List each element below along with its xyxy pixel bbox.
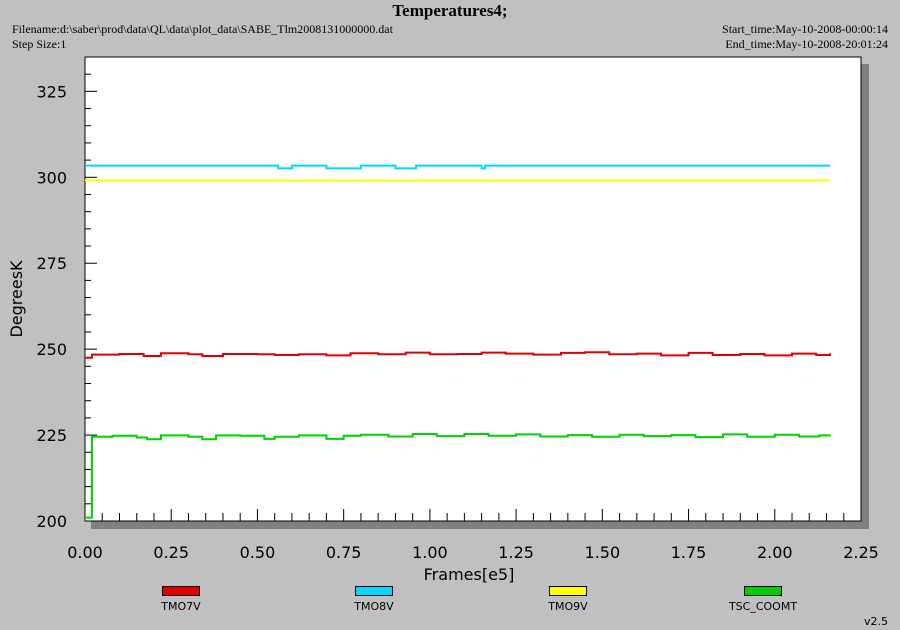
y-axis-label: DegreesK (7, 260, 26, 338)
legend-label: TMO8V (354, 600, 394, 613)
x-tick-label: 1.75 (671, 543, 707, 562)
x-tick-label: 1.50 (585, 543, 621, 562)
series-line-tsc-coomt (85, 433, 831, 519)
chart-title: Temperatures4; (392, 1, 508, 20)
y-tick-label: 250 (36, 340, 67, 359)
legend-swatch (162, 586, 200, 596)
x-tick-label: 0.25 (153, 543, 189, 562)
legend-swatch (549, 586, 587, 596)
end-time-text: End_time:May-10-2008-20:01:24 (725, 37, 888, 51)
legend-item: TMO8V (299, 586, 449, 613)
y-tick-label: 325 (36, 82, 67, 101)
legend-item: TMO7V (106, 586, 256, 613)
legend-swatch (744, 586, 782, 596)
x-tick-label: 2.00 (757, 543, 793, 562)
filename-text: Filename:d:\saber\prod\data\QL\data\plot… (12, 22, 393, 36)
legend-item: TMO9V (493, 586, 643, 613)
series-line-tmo7v (85, 351, 831, 359)
y-tick-label: 225 (36, 426, 67, 445)
y-tick-label: 300 (36, 168, 67, 187)
version-text: v2.5 (863, 615, 888, 628)
y-tick-label: 275 (36, 254, 67, 273)
legend-label: TMO7V (161, 600, 201, 613)
x-tick-label: 0.00 (67, 543, 103, 562)
legend-label: TMO9V (548, 600, 588, 613)
x-tick-label: 1.00 (412, 543, 448, 562)
x-tick-label: 1.25 (498, 543, 534, 562)
y-tick-label: 200 (36, 512, 67, 531)
legend-swatch (355, 586, 393, 596)
x-tick-label: 2.25 (843, 543, 879, 562)
plot-background (84, 56, 862, 522)
x-tick-label: 0.75 (326, 543, 362, 562)
series-line-tmo8v (85, 164, 830, 170)
legend-label: TSC_COOMT (728, 600, 798, 613)
step-size-text: Step Size:1 (12, 37, 67, 51)
x-tick-label: 0.50 (240, 543, 276, 562)
start-time-text: Start_time:May-10-2008-00:00:14 (722, 22, 888, 36)
legend-item: TSC_COOMT (688, 586, 838, 613)
x-axis-label: Frames[e5] (424, 565, 515, 584)
